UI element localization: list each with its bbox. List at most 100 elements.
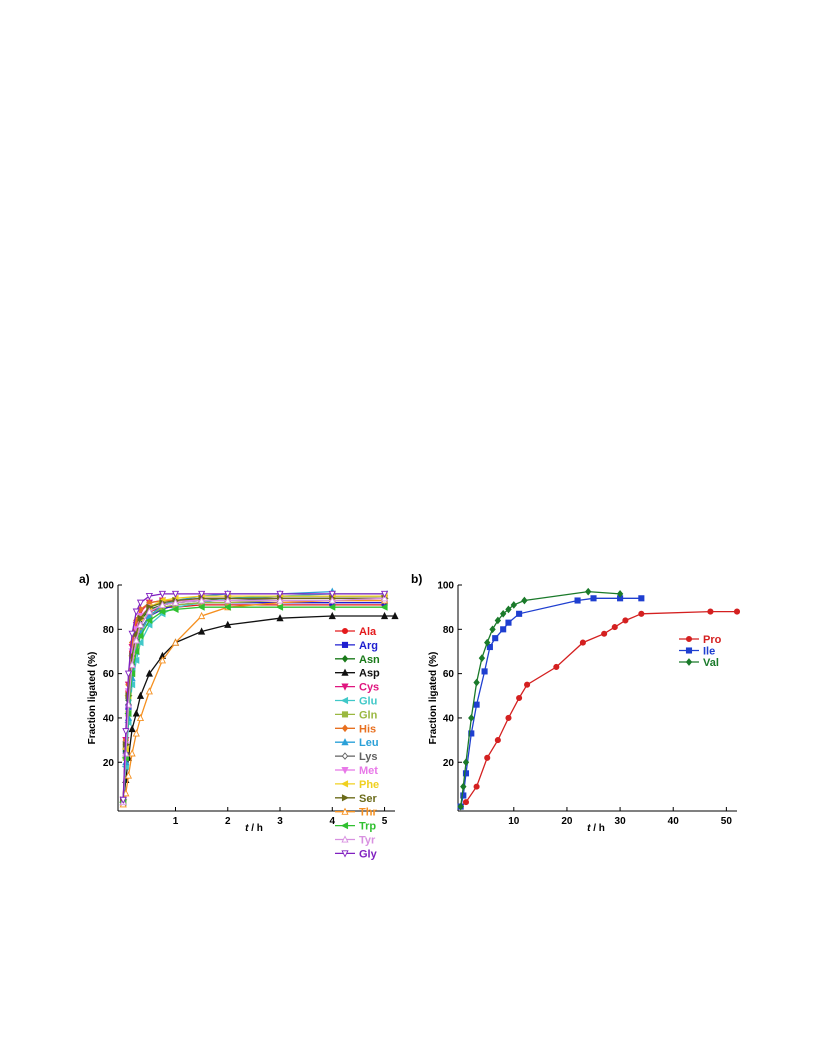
data-point-thr (124, 771, 133, 779)
data-point-trp (197, 603, 205, 611)
data-point-asp (128, 724, 136, 733)
legend-item-gly: Gly (335, 848, 378, 860)
legend-item-lys: Lys (335, 751, 378, 763)
x-tick-label: 1 (173, 816, 179, 827)
x-tick-label: 20 (561, 816, 573, 827)
data-point-glu (136, 639, 144, 647)
legend-label: Gln (359, 709, 378, 721)
data-point-pro (473, 783, 480, 790)
legend-item-met: Met (335, 765, 378, 777)
data-point-tyr (132, 636, 140, 644)
series-val (457, 587, 624, 811)
legend-label: Lys (359, 751, 378, 763)
legend-marker (685, 647, 693, 654)
legend-marker (341, 807, 349, 815)
data-point-gly (136, 599, 145, 607)
legend-label: Gly (359, 848, 378, 860)
x-tick-label: 30 (615, 816, 627, 827)
data-point-asp (136, 691, 145, 699)
data-point-thr (136, 713, 145, 721)
data-point-tyr (171, 598, 180, 606)
data-point-tyr (380, 594, 389, 602)
legend-item-ser: Ser (335, 793, 377, 805)
data-point-ile (516, 610, 523, 617)
series-line-ser (122, 597, 385, 800)
x-tick-label: 3 (277, 816, 283, 827)
legend-label: Asp (359, 668, 380, 680)
data-point-ile (638, 595, 645, 602)
x-tick-label: 4 (330, 816, 336, 827)
y-tick-label: 40 (443, 713, 455, 724)
y-tick-label: 80 (443, 625, 455, 636)
legend-label: Cys (359, 682, 379, 694)
data-point-asp (132, 709, 140, 717)
data-point-glu (145, 621, 153, 629)
data-point-asp (391, 611, 399, 620)
data-point-ile (481, 668, 488, 675)
data-point-val (585, 587, 592, 596)
data-point-ile (574, 597, 581, 604)
data-point-pro (516, 694, 523, 702)
x-axis-title: t / h (245, 823, 263, 834)
data-point-val (468, 714, 475, 722)
data-point-pro (484, 754, 491, 761)
data-point-tyr (136, 620, 145, 628)
legend-marker (685, 658, 693, 666)
data-point-val (505, 605, 512, 614)
data-point-gly (145, 593, 153, 601)
legend-item-glu: Glu (335, 696, 377, 708)
y-tick-label: 100 (97, 581, 114, 592)
legend-marker (341, 627, 349, 635)
legend-item-tyr: Tyr (335, 835, 376, 847)
data-point-ser (137, 614, 145, 622)
series-tyr (119, 594, 389, 806)
legend-marker (340, 780, 349, 788)
legend-label: Glu (359, 696, 377, 708)
data-point-thr (132, 729, 140, 737)
legend-label: Trp (359, 821, 376, 833)
data-point-val (462, 758, 470, 767)
legend-marker (341, 668, 349, 676)
data-point-pro (707, 608, 714, 615)
data-point-trp (158, 608, 166, 616)
data-point-gly (276, 590, 284, 598)
y-tick-label: 20 (103, 758, 115, 769)
data-point-asp (328, 611, 336, 620)
data-point-gly (119, 796, 127, 805)
legend-marker (341, 835, 349, 843)
series-asp (119, 611, 399, 806)
legend-marker (340, 822, 349, 830)
data-point-ile (590, 595, 597, 602)
data-point-val (460, 782, 467, 791)
legend-marker (341, 724, 349, 733)
legend-item-cys: Cys (335, 682, 379, 694)
data-point-pro (733, 608, 741, 615)
data-point-pro (505, 714, 512, 721)
data-point-val (478, 654, 486, 662)
data-point-ile (492, 635, 499, 642)
y-axis-title: Fraction ligated (%) (87, 652, 98, 745)
data-point-val (484, 638, 491, 647)
legend-label: Arg (359, 640, 378, 652)
series-line-gly (122, 593, 385, 800)
data-point-tyr (198, 596, 206, 604)
data-point-pro (638, 610, 645, 617)
y-axis-title: Fraction ligated (%) (428, 652, 439, 745)
legend-item-arg: Arg (335, 640, 378, 652)
legend-label: Ile (703, 646, 715, 658)
legend-marker (341, 850, 349, 858)
data-point-ile (473, 701, 480, 708)
x-tick-label: 5 (382, 816, 388, 827)
data-point-trp (328, 603, 336, 611)
data-point-gly (380, 590, 389, 598)
x-tick-label: 2 (225, 816, 231, 827)
legend-label: Ser (359, 793, 377, 805)
data-point-gly (171, 590, 180, 598)
data-point-trp (136, 632, 144, 640)
legend-marker (341, 738, 349, 746)
panel-a-chart: a) 20 40 60 80 100 1 2 3 4 5 t / h Fraction ligated … (79, 572, 399, 860)
legend-item-pro: Pro (679, 634, 722, 646)
x-tick-label: 10 (508, 816, 520, 827)
data-point-ile (486, 643, 493, 651)
